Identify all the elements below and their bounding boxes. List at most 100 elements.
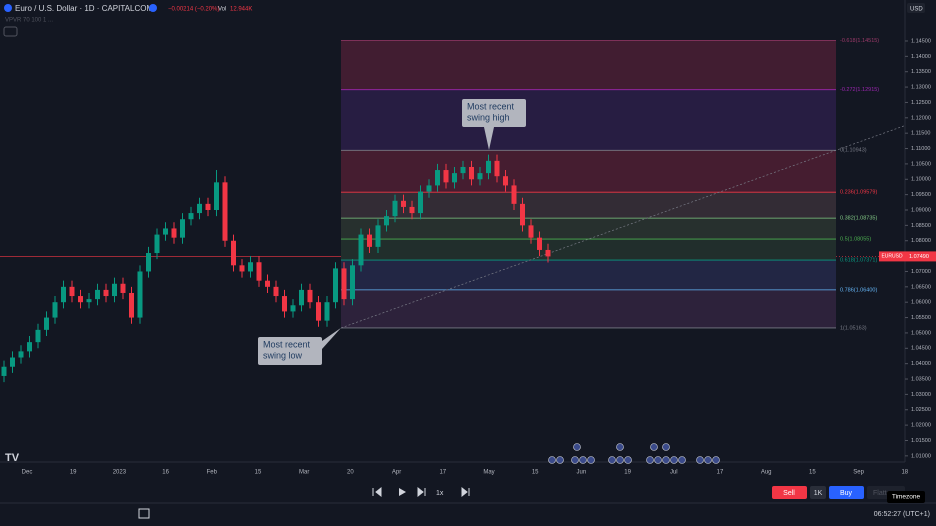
- playback-controls: [372, 486, 470, 498]
- candle-body: [401, 200, 406, 207]
- currency-box[interactable]: [907, 3, 925, 13]
- candle-body: [231, 240, 236, 266]
- y-tick-label: 1.14500: [911, 38, 931, 44]
- candle-body: [503, 176, 508, 186]
- candle-body: [154, 234, 160, 254]
- jump-back[interactable]: [372, 486, 382, 498]
- candle-body: [333, 268, 338, 303]
- play[interactable]: [399, 488, 406, 496]
- callout-pointer: [322, 327, 341, 349]
- volume-label: Vol: [218, 7, 226, 13]
- event-marker: [624, 456, 632, 464]
- candle-body: [163, 228, 168, 235]
- candle-body: [44, 317, 49, 330]
- candle-body: [35, 329, 41, 343]
- candle-body: [392, 200, 398, 217]
- x-tick-label: Jul: [670, 470, 678, 476]
- y-tick-label: 1.02000: [911, 423, 931, 429]
- x-tick-label: Dec: [22, 470, 33, 476]
- jump-forward[interactable]: [461, 486, 470, 498]
- x-tick-label: 15: [532, 470, 539, 476]
- buy-label[interactable]: Buy: [840, 490, 853, 497]
- clock[interactable]: 06:52:27 (UTC+1): [874, 511, 930, 518]
- flatten-label[interactable]: Flatten: [873, 490, 895, 497]
- x-tick-label: 17: [439, 470, 446, 476]
- fib-band: [341, 192, 836, 219]
- y-tick-label: 1.10500: [911, 161, 931, 167]
- candle-body: [146, 253, 151, 272]
- y-tick-label: 1.04000: [911, 361, 931, 367]
- quantity[interactable]: 1K: [814, 490, 823, 497]
- last-price-box: [905, 251, 936, 262]
- fib-label: 1(1.05163): [840, 325, 867, 331]
- candle-body: [27, 342, 32, 352]
- x-tick-label: 15: [255, 470, 262, 476]
- event-marker: [587, 456, 595, 464]
- collapse-button[interactable]: [3, 26, 18, 37]
- volume: 12.944K: [230, 7, 252, 13]
- symbol-tag-box: [879, 251, 905, 262]
- fib-label: -0.618(1.14515): [840, 38, 879, 44]
- event-marker: [704, 456, 712, 464]
- event-marker: [650, 443, 658, 451]
- candle-body: [443, 170, 449, 183]
- y-tick-label: 1.08500: [911, 223, 931, 229]
- candle-body: [103, 289, 109, 297]
- event-marker: [678, 456, 686, 464]
- x-tick-label: 19: [70, 470, 77, 476]
- candle-body: [95, 289, 100, 300]
- callout-text: swing high: [467, 112, 510, 122]
- candle-body: [78, 296, 83, 303]
- change: −0.00214 (−0.20%): [168, 7, 219, 13]
- callout-text: Most recent: [467, 101, 515, 111]
- event-marker: [662, 443, 670, 451]
- fib-band: [341, 89, 836, 151]
- event-marker: [646, 456, 654, 464]
- candle-body: [418, 191, 423, 214]
- fib-band: [341, 150, 836, 193]
- event-marker: [548, 456, 556, 464]
- y-tick-label: 1.09000: [911, 207, 931, 213]
- event-marker: [616, 443, 624, 451]
- sell-label[interactable]: Sell: [783, 490, 795, 497]
- callout-text: swing low: [263, 350, 303, 360]
- candle-body: [537, 237, 542, 250]
- x-tick-label: Feb: [207, 470, 218, 476]
- buy-button[interactable]: [829, 486, 864, 499]
- candle-body: [137, 271, 143, 318]
- step[interactable]: [417, 486, 426, 498]
- fib-label: 0.382(1.08735): [840, 216, 877, 222]
- currency[interactable]: USD: [910, 7, 923, 13]
- event-marker: [571, 456, 579, 464]
- event-marker: [579, 456, 587, 464]
- event-marker: [662, 456, 670, 464]
- candle-body: [205, 203, 211, 211]
- x-tick-label: Jun: [577, 470, 587, 476]
- tooltip-box: [887, 491, 925, 503]
- candle-body: [197, 203, 202, 214]
- y-tick-label: 1.13000: [911, 85, 931, 91]
- y-tick-label: 1.10000: [911, 177, 931, 183]
- candle-body: [61, 286, 66, 303]
- candle-body: [273, 286, 279, 297]
- y-tick-label: 1.03500: [911, 376, 931, 382]
- event-marker: [573, 443, 581, 451]
- symbol-title[interactable]: Euro / U.S. Dollar · 1D · CAPITALCOM: [15, 4, 153, 13]
- speed[interactable]: 1x: [436, 490, 444, 497]
- y-tick-label: 1.06500: [911, 284, 931, 290]
- fib-band: [341, 40, 836, 90]
- event-marker: [616, 456, 624, 464]
- event-marker: [608, 456, 616, 464]
- candle-body: [494, 160, 500, 177]
- candle-body: [545, 249, 551, 257]
- event-marker: [654, 456, 662, 464]
- candle-body: [469, 166, 474, 180]
- indicator[interactable]: VPVR 70 100 1 ...: [5, 18, 53, 24]
- candle-body: [10, 357, 15, 367]
- date-range-icon[interactable]: [138, 508, 150, 519]
- candle-body: [350, 265, 355, 300]
- quantity-box[interactable]: [810, 486, 826, 499]
- y-tick-label: 1.08000: [911, 238, 931, 244]
- callout-pointer: [484, 127, 494, 150]
- sell-button[interactable]: [772, 486, 807, 499]
